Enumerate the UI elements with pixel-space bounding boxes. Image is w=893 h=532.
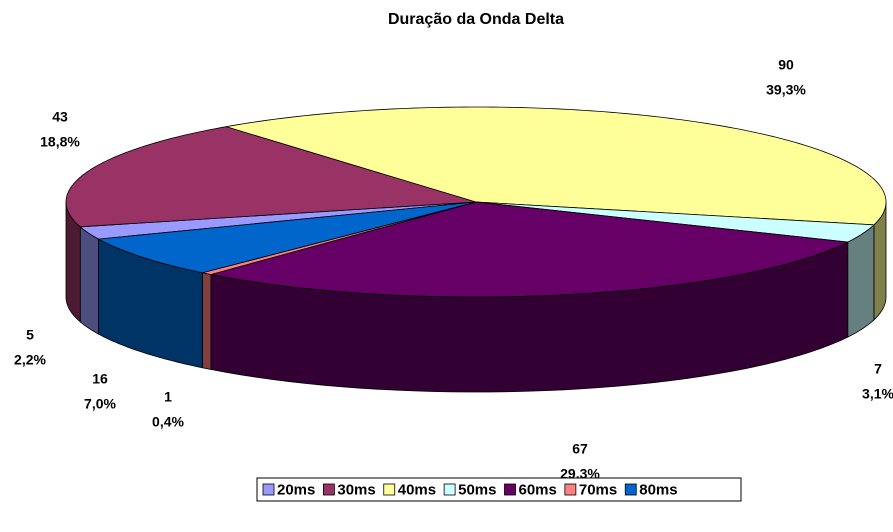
- legend-swatch: [262, 483, 275, 496]
- legend-label: 80ms: [639, 481, 677, 498]
- percent-label: 2,2%: [14, 352, 46, 368]
- value-label: 90: [778, 57, 794, 73]
- pie-wall: [202, 272, 212, 370]
- percent-label: 7,0%: [84, 396, 116, 412]
- pie-slice: [65, 126, 477, 228]
- legend-label: 50ms: [458, 481, 496, 498]
- legend: 20ms 30ms 40ms 50ms 60ms 70ms 80ms: [256, 477, 742, 502]
- legend-label: 40ms: [398, 481, 436, 498]
- legend-label: 30ms: [337, 481, 375, 498]
- pie-walls: [65, 201, 887, 393]
- legend-swatch: [443, 483, 456, 496]
- percent-label: 39,3%: [766, 82, 806, 98]
- value-label: 5: [26, 327, 34, 343]
- value-label: 67: [572, 441, 588, 457]
- percent-label: 0,4%: [152, 414, 184, 430]
- chart-title: Duração da Onda Delta: [388, 11, 564, 28]
- pie-tops: [65, 106, 887, 298]
- percent-label: 3,1%: [862, 386, 893, 402]
- legend-box: [256, 477, 742, 502]
- legend-label: 20ms: [277, 481, 315, 498]
- legend-swatch: [322, 483, 335, 496]
- value-label: 43: [52, 109, 68, 125]
- legend-label: 70ms: [579, 481, 617, 498]
- pie-slice: [226, 106, 887, 226]
- pie-slice: [210, 201, 850, 298]
- pie-slice: [79, 201, 477, 240]
- pie-slice: [97, 201, 477, 274]
- value-label: 1: [164, 389, 172, 405]
- legend-swatch: [564, 483, 577, 496]
- legend-label: 60ms: [519, 481, 557, 498]
- percent-label: 18,8%: [40, 134, 80, 150]
- value-label: 16: [92, 371, 108, 387]
- pie-slice: [475, 201, 875, 243]
- pie-wall: [847, 223, 875, 338]
- legend-swatch: [383, 483, 396, 496]
- legend-swatch: [504, 483, 516, 496]
- pie-wall: [79, 225, 99, 335]
- value-label: 7: [874, 361, 882, 377]
- legend-swatch: [624, 483, 637, 496]
